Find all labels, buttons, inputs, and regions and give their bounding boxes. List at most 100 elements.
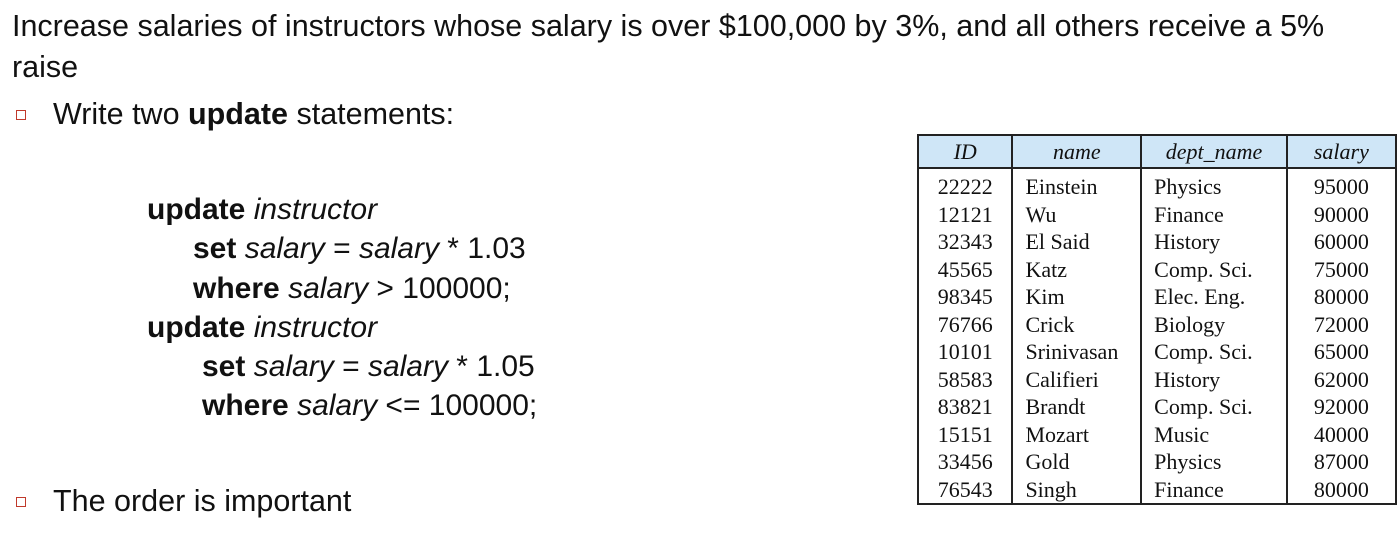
sql-text [245,311,253,344]
cell-salary: 87000 [1286,448,1397,476]
table-row: 32343 El Said History 60000 [918,228,1397,256]
sql-keyword: set [193,232,237,266]
sql-text [245,350,253,383]
cell-id: 15151 [918,420,1014,448]
bullet-order-important: The order is important [16,482,351,520]
cell-id: 12121 [918,200,1014,228]
column-header-dept-name: dept_name [1141,135,1288,169]
code-line: set salary = salary * 1.03 [147,229,537,268]
cell-dept-name: Elec. Eng. [1141,283,1288,311]
instructor-table-wrapper: ID name dept_name salary 22222 Einstein Ph… [917,134,1397,505]
bullet-prefix: Write two [53,97,189,131]
cell-dept-name: Finance [1141,200,1288,228]
sql-identifier: salary [358,232,439,266]
sql-text: * 1.05 [447,350,535,384]
cell-dept-name: Comp. Sci. [1141,338,1288,366]
bullet-text: The order is important [53,484,352,518]
instructor-table: ID name dept_name salary 22222 Einstein Ph… [917,134,1397,505]
sql-text [280,272,288,305]
cell-id: 98345 [918,283,1014,311]
cell-id: 32343 [918,228,1014,256]
cell-salary: 90000 [1286,200,1397,228]
code-line: update instructor [147,190,537,229]
column-header-name: name [1012,135,1143,169]
cell-name: Crick [1012,310,1143,338]
cell-id: 83821 [918,393,1014,421]
code-line: where salary > 100000; [147,269,537,308]
table-header-row: ID name dept_name salary [918,135,1397,169]
cell-salary: 80000 [1286,283,1397,311]
sql-code-block: update instructor set salary = salary * 1… [147,190,537,426]
cell-dept-name: Physics [1141,168,1288,201]
square-bullet-icon [16,110,26,120]
code-line: where salary <= 100000; [147,386,537,425]
cell-name: Califieri [1012,365,1143,393]
cell-name: Srinivasan [1012,338,1143,366]
sql-identifier: salary [367,350,448,384]
cell-dept-name: Physics [1141,448,1288,476]
sql-identifier: salary [253,350,334,384]
table-row: 33456 Gold Physics 87000 [918,448,1397,476]
table-row: 98345 Kim Elec. Eng. 80000 [918,283,1397,311]
sql-text: * 1.03 [438,232,526,266]
cell-salary: 95000 [1286,168,1397,201]
cell-salary: 75000 [1286,255,1397,283]
bullet-write-updates: Write two update statements: [16,95,454,133]
table-row: 22222 Einstein Physics 95000 [918,168,1397,201]
column-header-id: ID [918,135,1014,169]
sql-identifier: instructor [253,193,378,226]
sql-identifier: instructor [253,310,378,344]
cell-dept-name: History [1141,365,1288,393]
sql-keyword: set [202,350,246,384]
cell-name: El Said [1012,228,1143,256]
sql-text: <= 100000; [377,389,538,423]
cell-salary: 60000 [1286,228,1397,256]
cell-name: Einstein [1012,168,1143,201]
cell-salary: 72000 [1286,310,1397,338]
cell-dept-name: Comp. Sci. [1141,255,1288,283]
cell-salary: 80000 [1286,475,1397,504]
bullet-text: Write two update statements: [53,95,454,133]
sql-keyword: where [202,389,289,423]
sql-text [245,193,253,226]
sql-text: = [324,232,359,266]
bullet-bold-keyword: update [188,97,289,131]
sql-identifier: salary [297,389,378,423]
sql-keyword: where [193,271,280,305]
column-header-salary: salary [1286,135,1397,169]
sql-text [236,232,244,265]
table-row: 83821 Brandt Comp. Sci. 92000 [918,393,1397,421]
code-line: set salary = salary * 1.05 [147,347,537,386]
cell-salary: 62000 [1286,365,1397,393]
cell-name: Singh [1012,475,1143,504]
table-row: 76766 Crick Biology 72000 [918,310,1397,338]
cell-name: Wu [1012,200,1143,228]
cell-name: Mozart [1012,420,1143,448]
cell-name: Katz [1012,255,1143,283]
cell-id: 22222 [918,168,1014,201]
cell-dept-name: Music [1141,420,1288,448]
cell-name: Brandt [1012,393,1143,421]
cell-name: Gold [1012,448,1143,476]
table-row: 10101 Srinivasan Comp. Sci. 65000 [918,338,1397,366]
cell-id: 58583 [918,365,1014,393]
cell-salary: 65000 [1286,338,1397,366]
bullet-suffix: statements: [288,97,455,131]
table-row: 45565 Katz Comp. Sci. 75000 [918,255,1397,283]
sql-identifier: salary [244,232,325,266]
cell-id: 76543 [918,475,1014,504]
sql-text: = [333,350,368,384]
cell-dept-name: Comp. Sci. [1141,393,1288,421]
cell-salary: 92000 [1286,393,1397,421]
sql-keyword: update [147,193,246,226]
table-row: 12121 Wu Finance 90000 [918,200,1397,228]
sql-keyword: update [147,310,246,344]
cell-dept-name: Finance [1141,475,1288,504]
sql-identifier: salary [288,271,369,305]
intro-text: Increase salaries of instructors whose s… [12,9,1325,84]
cell-dept-name: History [1141,228,1288,256]
sql-text: > 100000; [368,271,511,305]
cell-salary: 40000 [1286,420,1397,448]
cell-id: 45565 [918,255,1014,283]
cell-dept-name: Biology [1141,310,1288,338]
